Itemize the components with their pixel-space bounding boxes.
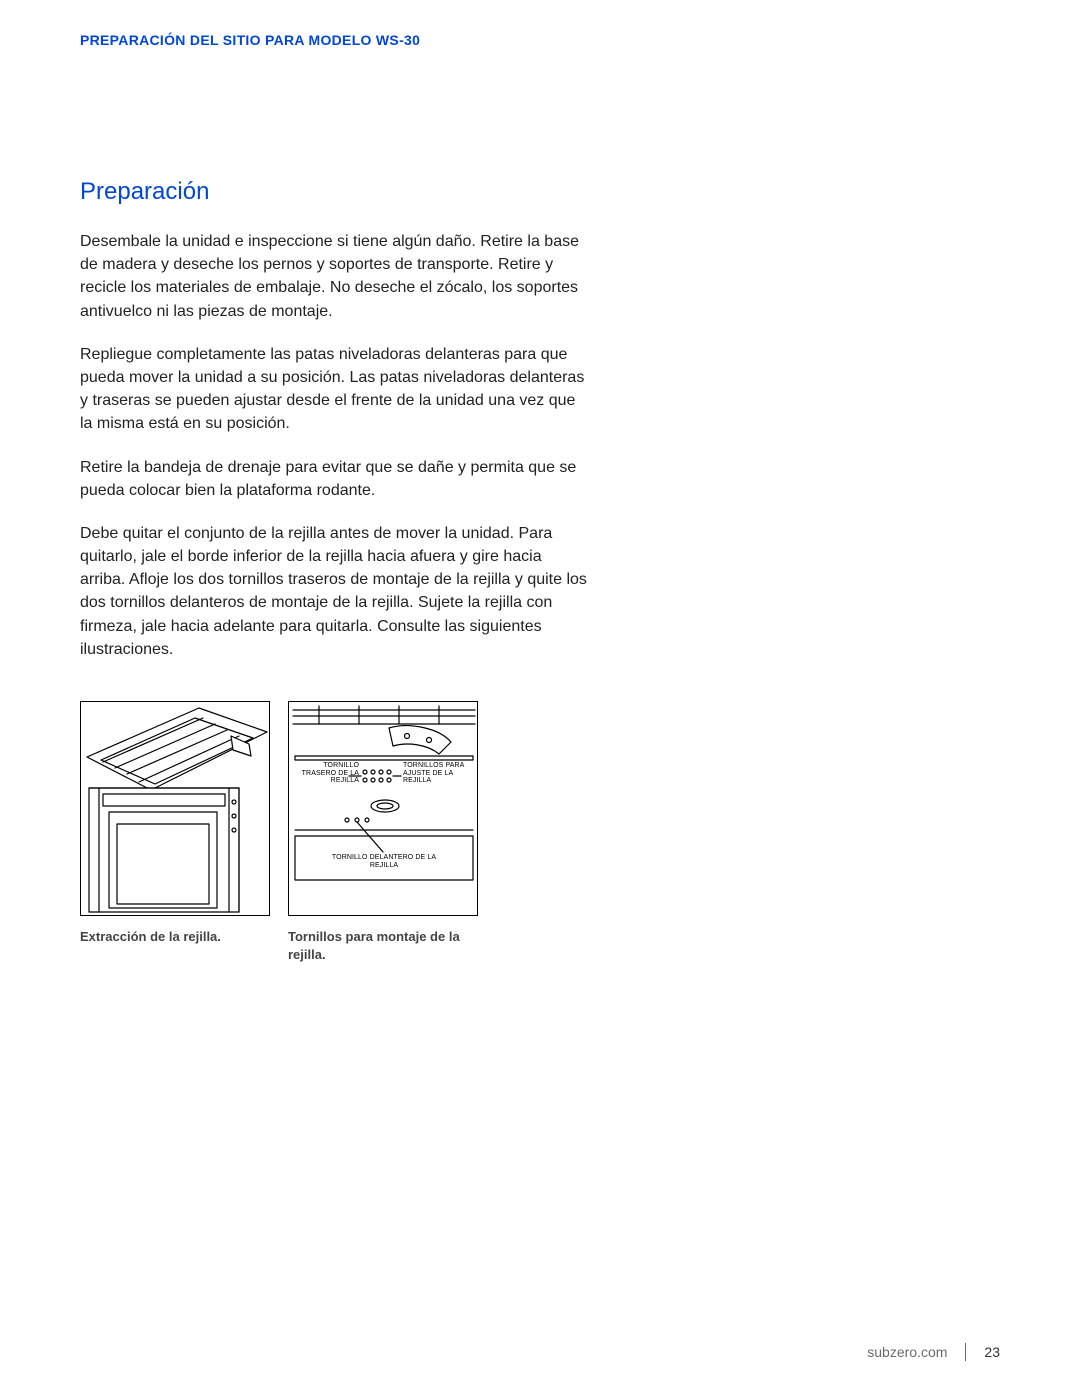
diagram-label-front-screw: TORNILLO DELANTERO DE LA REJILLA [329, 854, 439, 869]
footer-site: subzero.com [867, 1344, 947, 1360]
paragraph: Desembale la unidad e inspeccione si tie… [80, 230, 590, 323]
body-text: Desembale la unidad e inspeccione si tie… [80, 230, 590, 661]
paragraph: Retire la bandeja de drenaje para evitar… [80, 456, 590, 502]
figure-1: Extracción de la rejilla. [80, 701, 270, 963]
footer-divider [965, 1343, 966, 1361]
figure-1-caption: Extracción de la rejilla. [80, 928, 270, 946]
grille-screws-diagram [289, 702, 478, 916]
page-number: 23 [984, 1344, 1000, 1360]
paragraph: Debe quitar el conjunto de la rejilla an… [80, 522, 590, 661]
page-footer: subzero.com 23 [867, 1343, 1000, 1361]
figure-2-illustration: TORNILLO TRASERO DE LA REJILLA TORNILLOS… [288, 701, 478, 916]
paragraph: Repliegue completamente las patas nivela… [80, 343, 590, 436]
running-head: PREPARACIÓN DEL SITIO PARA MODELO WS-30 [80, 32, 1000, 48]
figure-2: TORNILLO TRASERO DE LA REJILLA TORNILLOS… [288, 701, 478, 963]
body-column: Preparación Desembale la unidad e inspec… [80, 178, 590, 963]
section-title: Preparación [80, 178, 590, 206]
document-page: PREPARACIÓN DEL SITIO PARA MODELO WS-30 … [0, 0, 1080, 1397]
grille-removal-diagram [81, 702, 270, 916]
figure-row: Extracción de la rejilla. [80, 701, 590, 963]
diagram-label-adjust-screws: TORNILLOS PARA AJUSTE DE LA REJILLA [403, 762, 473, 785]
diagram-label-rear-screw: TORNILLO TRASERO DE LA REJILLA [297, 762, 359, 785]
figure-2-caption: Tornillos para montaje de la rejilla. [288, 928, 478, 963]
figure-1-illustration [80, 701, 270, 916]
